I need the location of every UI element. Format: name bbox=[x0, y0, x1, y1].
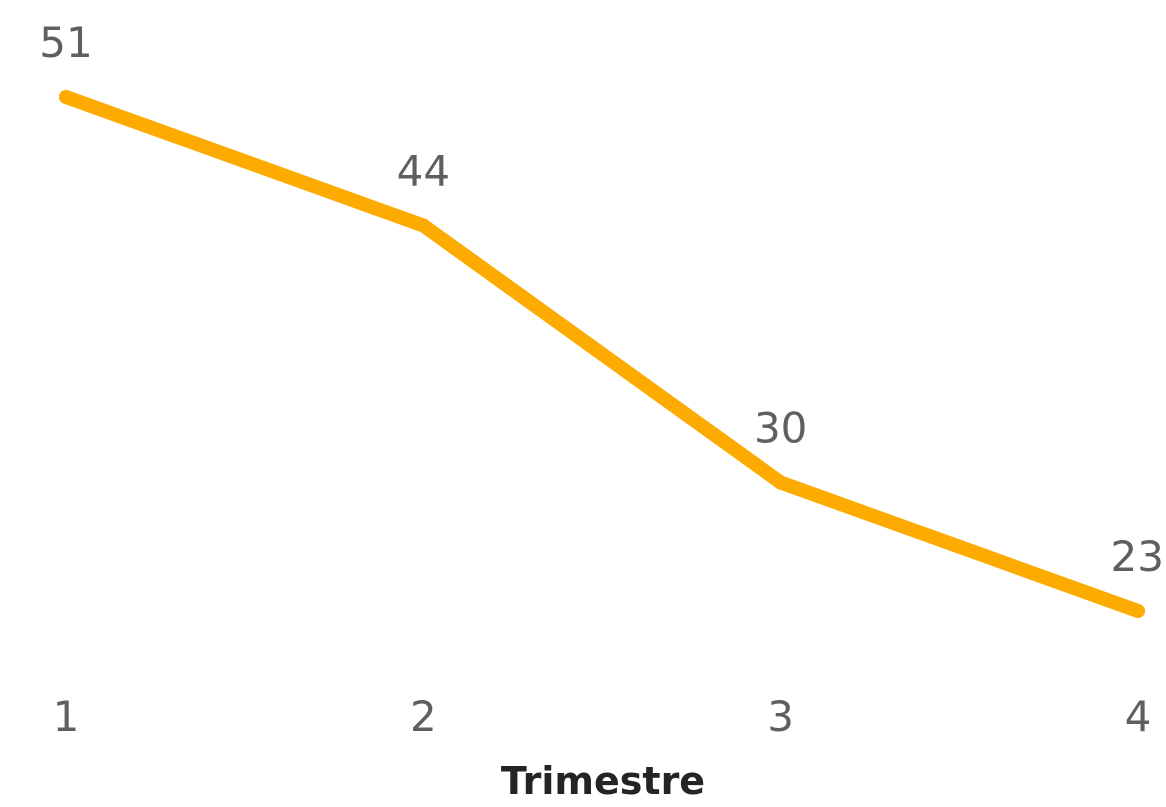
x-axis-ticks: 1 2 3 4 bbox=[53, 692, 1152, 741]
x-tick-label-4: 4 bbox=[1125, 692, 1152, 741]
data-point-2 bbox=[416, 218, 431, 233]
x-axis-title: Trimestre bbox=[501, 759, 705, 803]
data-label-3: 30 bbox=[754, 404, 807, 453]
x-tick-label-2: 2 bbox=[410, 692, 437, 741]
data-label-4: 23 bbox=[1111, 532, 1164, 581]
series-line bbox=[59, 90, 1145, 618]
data-label-2: 44 bbox=[397, 147, 450, 196]
data-point-3 bbox=[773, 475, 788, 490]
data-points bbox=[59, 90, 1145, 618]
data-labels: 51 44 30 23 bbox=[39, 18, 1164, 581]
x-tick-label-3: 3 bbox=[767, 692, 794, 741]
data-point-1 bbox=[59, 90, 73, 104]
data-label-1: 51 bbox=[39, 18, 92, 67]
x-tick-label-1: 1 bbox=[53, 692, 80, 741]
data-point-4 bbox=[1131, 604, 1145, 618]
